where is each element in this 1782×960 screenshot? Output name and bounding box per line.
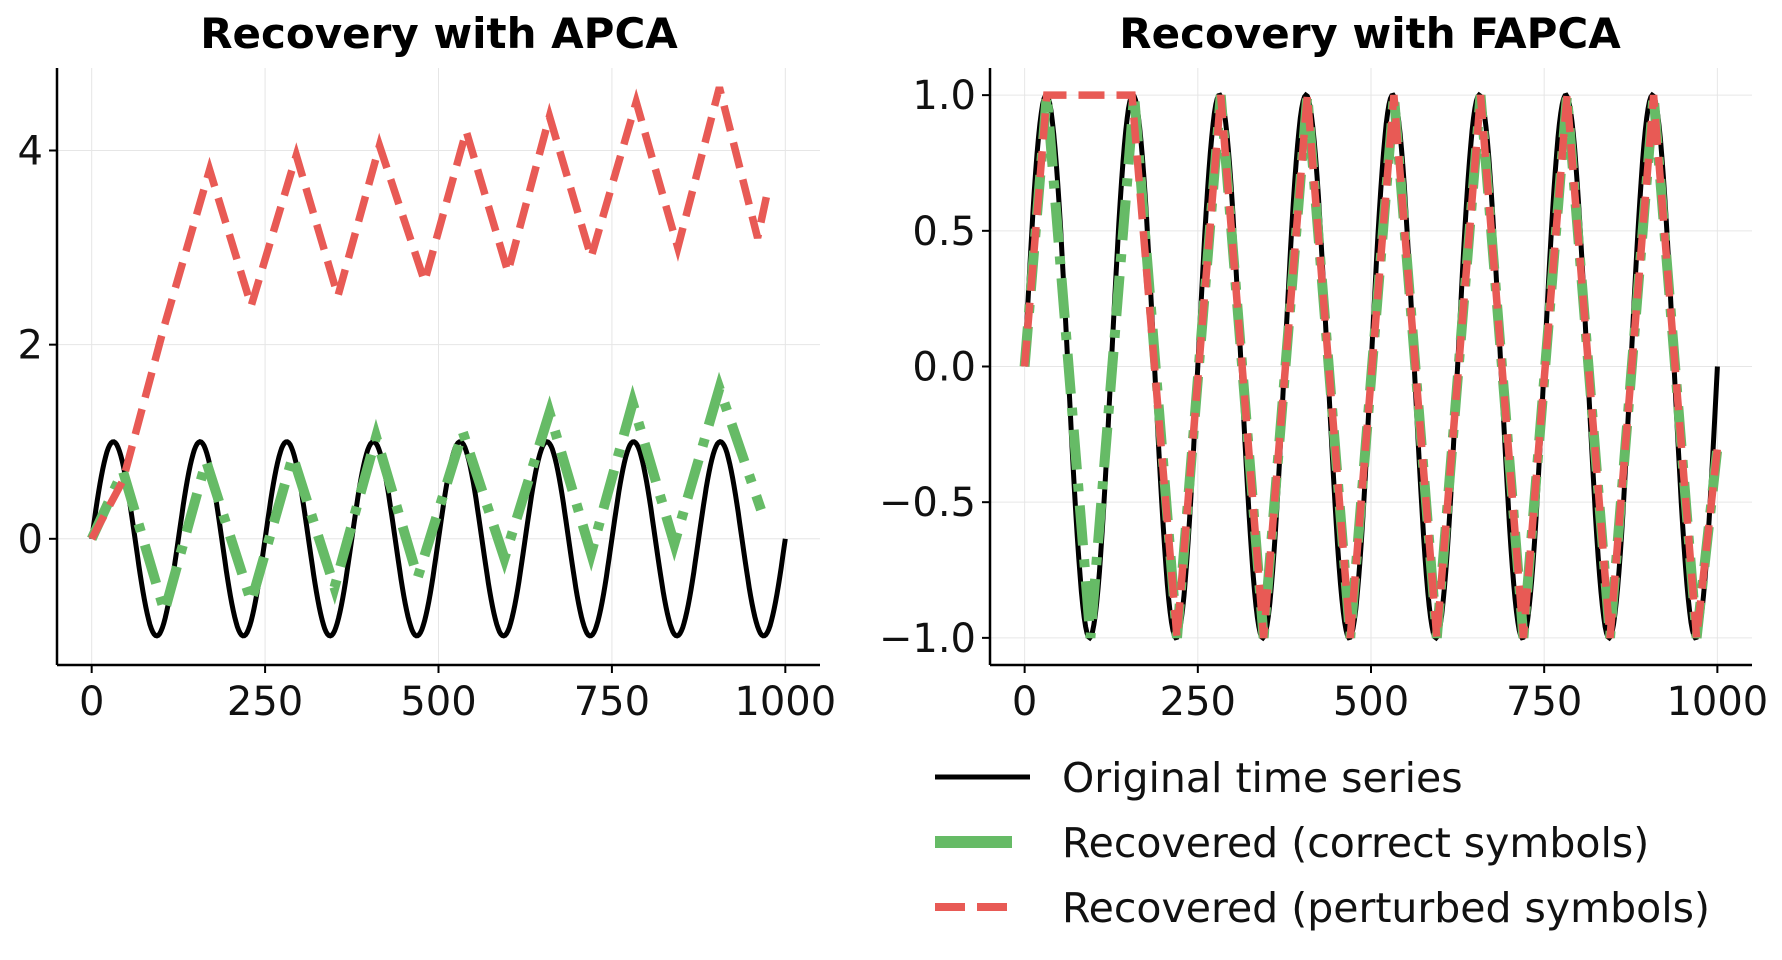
y-tick-label: 1.0 — [912, 73, 976, 119]
x-tick-label: 0 — [1012, 679, 1037, 725]
y-tick-label: 4 — [18, 129, 43, 175]
y-tick-label: −0.5 — [879, 480, 976, 526]
y-tick-label: 0.5 — [912, 209, 976, 255]
chart-fapca: Recovery with FAPCA 0 250 500 750 1000 −1.0 −0… — [879, 9, 1768, 725]
x-tick-label: 750 — [574, 679, 650, 725]
chart-title-apca: Recovery with APCA — [200, 9, 678, 58]
x-tick-label: 500 — [400, 679, 476, 725]
x-tick-label: 250 — [1160, 679, 1236, 725]
legend-label-original: Original time series — [1062, 754, 1463, 802]
series-line-solid — [89, 439, 788, 639]
series-group-fapca — [1019, 91, 1723, 642]
legend: Original time series Recovered (correct … — [935, 754, 1710, 932]
x-tick-label: 750 — [1506, 679, 1582, 725]
series-line-dashed — [1020, 91, 1722, 639]
x-tick-label: 500 — [1333, 679, 1409, 725]
chart-title-fapca: Recovery with FAPCA — [1119, 9, 1621, 58]
series-group-apca — [87, 86, 788, 639]
y-tick-label: −1.0 — [879, 616, 976, 662]
legend-label-perturbed: Recovered (perturbed symbols) — [1062, 884, 1710, 932]
x-tick-label: 1000 — [1666, 679, 1768, 725]
axes-fapca: 0 250 500 750 1000 −1.0 −0.5 0.0 0.5 1.0 — [879, 68, 1768, 725]
axes-apca: 0 250 500 750 1000 0 2 4 — [18, 68, 836, 725]
y-tick-label: 0.0 — [912, 345, 976, 391]
series-line-dashdot — [87, 371, 766, 630]
x-tick-label: 0 — [79, 679, 104, 725]
series-line-dashed — [88, 86, 772, 541]
y-tick-label: 0 — [18, 517, 43, 563]
x-tick-label: 1000 — [734, 679, 836, 725]
legend-label-correct: Recovered (correct symbols) — [1062, 819, 1649, 867]
y-tick-label: 2 — [18, 323, 43, 369]
x-tick-label: 250 — [227, 679, 303, 725]
chart-apca: Recovery with APCA 0 250 500 750 1000 0 2 4 — [18, 9, 837, 725]
